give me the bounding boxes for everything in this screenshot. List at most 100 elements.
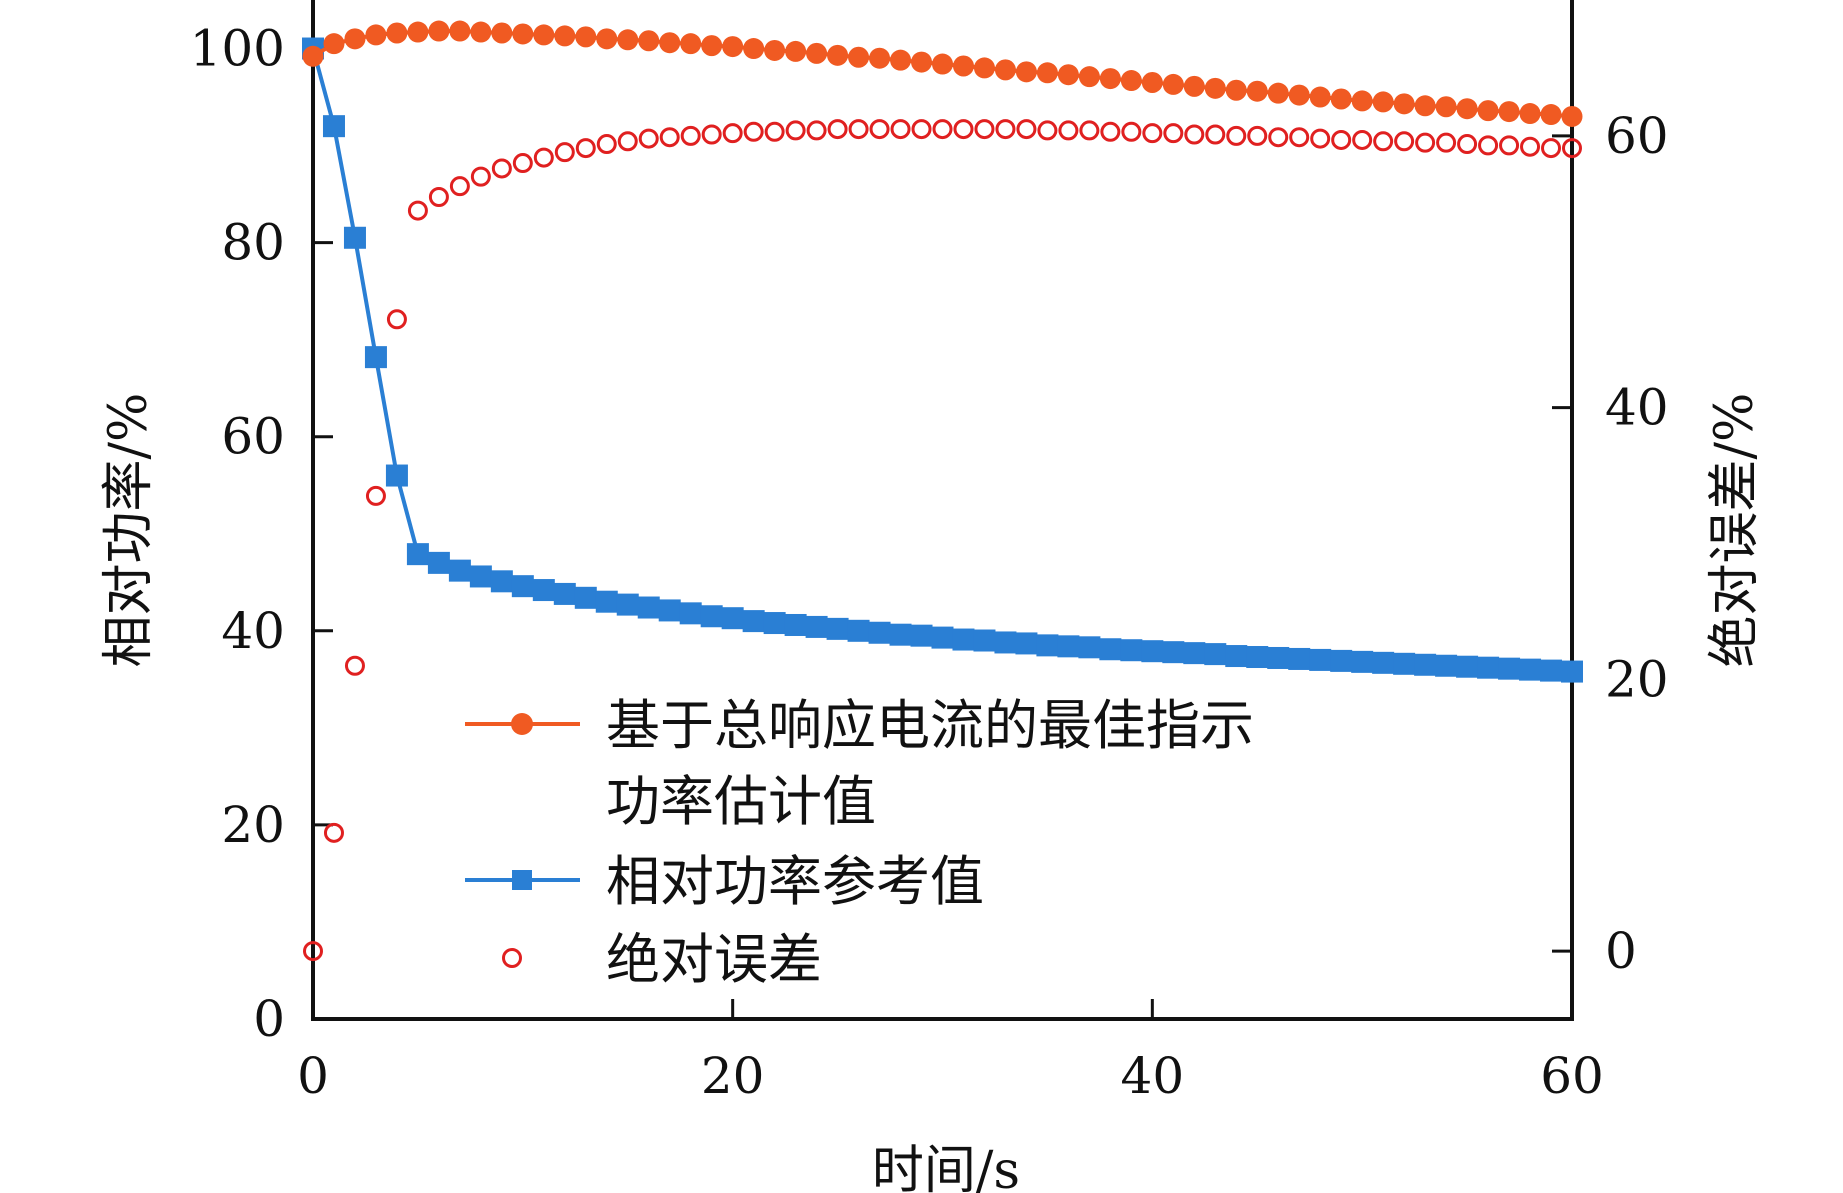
series-error-point bbox=[1562, 138, 1582, 159]
series-error-point bbox=[974, 119, 995, 140]
series-error-point bbox=[932, 119, 953, 140]
x-tick-label: 40 bbox=[1121, 1047, 1185, 1105]
series-reference-point bbox=[868, 621, 891, 644]
series-estimate-point bbox=[785, 40, 807, 62]
series-estimate-point bbox=[701, 35, 723, 57]
series-error-point bbox=[1058, 120, 1079, 141]
x-axis-title: 时间/s bbox=[872, 1141, 1020, 1193]
series-estimate-point bbox=[869, 47, 891, 69]
series-estimate-point bbox=[1015, 61, 1037, 83]
series-estimate-point bbox=[470, 21, 492, 43]
series-reference-point bbox=[490, 570, 513, 593]
legend-error-marker bbox=[502, 948, 522, 968]
series-estimate-point bbox=[1204, 77, 1226, 99]
series-error-point bbox=[1331, 129, 1352, 150]
series-estimate-point bbox=[1561, 105, 1583, 127]
series-reference-point bbox=[1414, 653, 1437, 676]
series-reference-point bbox=[784, 613, 807, 636]
series-reference-point bbox=[1162, 641, 1185, 664]
x-tick-label: 60 bbox=[1540, 1047, 1604, 1105]
series-reference bbox=[302, 37, 1583, 683]
series-reference-point bbox=[1078, 636, 1101, 659]
y2-tick-label: 60 bbox=[1605, 107, 1669, 165]
series-error-point bbox=[953, 119, 974, 140]
x-tick-label: 20 bbox=[701, 1047, 765, 1105]
series-error-point bbox=[1016, 119, 1037, 140]
series-error-point bbox=[596, 134, 617, 155]
series-estimate-point bbox=[806, 42, 828, 64]
series-reference-point bbox=[1015, 632, 1038, 655]
series-reference-point bbox=[1498, 657, 1521, 680]
series-error-point bbox=[575, 138, 596, 159]
y2-axis-title: 绝对误差/% bbox=[1705, 393, 1765, 668]
series-reference-point bbox=[1036, 634, 1059, 657]
series-estimate-point bbox=[827, 44, 849, 66]
series-reference-point bbox=[1540, 659, 1563, 682]
series-reference-point bbox=[763, 612, 786, 635]
series-estimate-point bbox=[1498, 101, 1520, 123]
series-reference-point bbox=[826, 617, 849, 640]
series-error-point bbox=[638, 128, 659, 149]
series-estimate-point bbox=[365, 24, 387, 46]
series-reference-point bbox=[1456, 655, 1479, 678]
series-estimate-point bbox=[1519, 103, 1541, 125]
series-error-point bbox=[1100, 121, 1121, 142]
series-estimate-point bbox=[1225, 79, 1247, 101]
series-error-point bbox=[1373, 131, 1394, 152]
series-estimate-point bbox=[1099, 68, 1121, 90]
y2-tick-label: 20 bbox=[1605, 650, 1669, 708]
series-reference-point bbox=[1267, 646, 1290, 669]
series-reference-point bbox=[1330, 649, 1353, 672]
series-estimate-point bbox=[932, 53, 953, 75]
series-error-point bbox=[344, 655, 365, 676]
series-error-point bbox=[386, 309, 407, 330]
series-estimate-point bbox=[1162, 73, 1184, 95]
series-estimate-point bbox=[491, 22, 513, 44]
series-reference-point bbox=[1204, 643, 1227, 666]
series-reference-point bbox=[322, 115, 345, 138]
series-estimate-point bbox=[1036, 62, 1058, 84]
series-estimate-point bbox=[1141, 71, 1163, 93]
series-error-point bbox=[701, 124, 722, 145]
series-reference-point bbox=[1225, 645, 1248, 668]
series-reference-point bbox=[616, 593, 639, 616]
series-estimate-point bbox=[575, 26, 597, 48]
y2-tick-label: 0 bbox=[1605, 922, 1637, 980]
series-error-point bbox=[1268, 127, 1289, 148]
series-reference-point bbox=[889, 623, 912, 646]
series-estimate-point bbox=[1330, 88, 1352, 110]
series-estimate-point bbox=[890, 49, 912, 71]
series-error-point bbox=[617, 131, 638, 152]
series-reference-point bbox=[847, 619, 870, 642]
series-estimate-point bbox=[449, 20, 471, 42]
series-layer bbox=[302, 20, 1583, 962]
series-error-point bbox=[1457, 134, 1478, 155]
series-estimate-point bbox=[722, 36, 744, 58]
series-reference-point bbox=[910, 624, 933, 647]
series-reference-point bbox=[427, 551, 450, 574]
legend-reference-marker bbox=[512, 870, 532, 890]
ticks: 0 20 40 60 0 20 40 60 80 100 0 20 40 60 bbox=[190, 20, 1669, 1105]
series-error-point bbox=[1142, 123, 1163, 144]
series-reference-point bbox=[994, 631, 1017, 654]
series-error-point bbox=[470, 166, 491, 187]
series-estimate-point bbox=[848, 46, 870, 68]
series-reference-point bbox=[952, 628, 975, 651]
series-error-point bbox=[827, 119, 848, 140]
series-error-point bbox=[743, 121, 764, 142]
series-error-point bbox=[449, 176, 470, 197]
series-error-point bbox=[680, 125, 701, 146]
series-error-point bbox=[1415, 132, 1436, 153]
series-estimate-point bbox=[1288, 84, 1310, 106]
series-estimate-point bbox=[1540, 104, 1562, 126]
series-reference-point bbox=[511, 575, 534, 598]
series-estimate-point bbox=[764, 39, 786, 61]
series-error-point bbox=[911, 119, 932, 140]
series-error-point bbox=[1310, 128, 1331, 149]
series-reference-point bbox=[1057, 635, 1080, 658]
series-estimate-point bbox=[323, 33, 345, 55]
series-estimate-point bbox=[1477, 100, 1499, 122]
series-estimate-point bbox=[638, 30, 660, 52]
series-reference-point bbox=[1435, 654, 1458, 677]
